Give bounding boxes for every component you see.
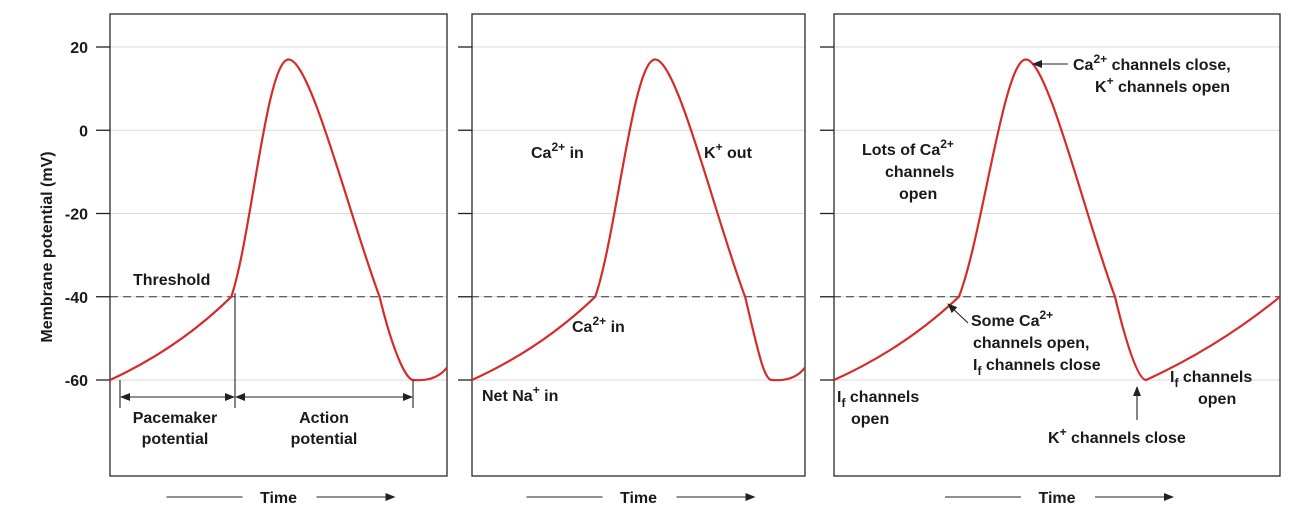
ca-in-upper-label: Ca2+ in [531, 140, 584, 162]
lots-ca-line1: Lots of Ca2+ [862, 137, 954, 159]
membrane-potential-curve [833, 58, 1281, 382]
y-tick-label: -60 [65, 373, 88, 390]
panel-frame [471, 13, 806, 477]
peak-label-line1: Ca2+ channels close, [1073, 52, 1231, 74]
lots-ca-line3: open [899, 186, 937, 203]
lots-ca-line2: channels [885, 164, 954, 181]
panel-3 [820, 13, 1281, 477]
some-ca-line1: Some Ca2+ [971, 308, 1053, 330]
some-ca-line2: channels open, [973, 335, 1089, 352]
panel-frame [833, 13, 1281, 477]
if-open-left-line2: open [851, 411, 889, 428]
y-tick-label: -40 [65, 290, 88, 307]
action-label-line2: potential [291, 431, 358, 448]
pacemaker-label-line1: Pacemaker [133, 410, 218, 427]
pacemaker-label-line2: potential [142, 431, 209, 448]
action-label-line1: Action [299, 410, 349, 427]
some-ca-line3: If channels close [973, 357, 1101, 378]
panels [96, 13, 1281, 477]
y-tick-labels: 20 0 -20 -40 -60 [65, 40, 88, 390]
x-axis-label: Time [620, 490, 657, 507]
k-close-label: K+ channels close [1048, 425, 1186, 447]
x-axis-label: Time [1038, 490, 1075, 507]
membrane-potential-curve [109, 58, 448, 382]
panel-frame [109, 13, 448, 477]
x-axis-label: Time [260, 490, 297, 507]
panel-2 [458, 13, 806, 477]
y-axis-label: Membrane potential (mV) [39, 151, 56, 342]
time-labels: Time Time Time [166, 490, 1174, 507]
net-na-in-label: Net Na+ in [482, 383, 558, 405]
threshold-label: Threshold [133, 272, 210, 289]
if-open-left-line1: If channels [837, 389, 919, 410]
if-open-right-line1: If channels [1170, 369, 1252, 390]
y-tick-label: -20 [65, 207, 88, 224]
k-out-label: K+ out [704, 140, 753, 162]
panel2-annotations: Ca2+ in K+ out Ca2+ in Net Na+ in [482, 140, 753, 405]
y-tick-label: 20 [70, 40, 88, 57]
panel1-annotations: Threshold Pacemaker potential Action pot… [119, 272, 414, 448]
y-tick-label: 0 [79, 123, 88, 140]
membrane-potential-curve [471, 58, 806, 382]
panel3-annotations: Ca2+ channels close, K+ channels open Lo… [837, 52, 1252, 447]
ca-in-lower-label: Ca2+ in [572, 314, 625, 336]
peak-label-line2: K+ channels open [1095, 74, 1230, 96]
some-ca-arrow [947, 303, 969, 324]
if-open-right-line2: open [1198, 391, 1236, 408]
panel-1 [96, 13, 448, 477]
